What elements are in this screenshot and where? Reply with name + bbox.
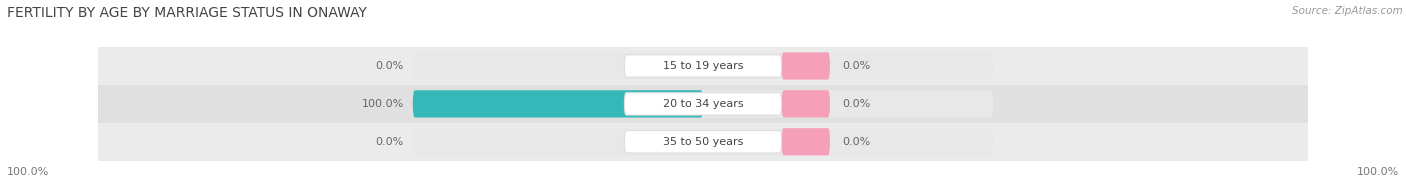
Text: 0.0%: 0.0% [842,61,870,71]
Text: 0.0%: 0.0% [375,137,404,147]
FancyBboxPatch shape [782,128,830,155]
Text: 100.0%: 100.0% [361,99,404,109]
FancyBboxPatch shape [413,90,703,118]
Text: 15 to 19 years: 15 to 19 years [662,61,744,71]
FancyBboxPatch shape [782,52,830,80]
Text: 0.0%: 0.0% [842,137,870,147]
FancyBboxPatch shape [413,90,993,118]
Text: 100.0%: 100.0% [1357,167,1399,178]
Text: FERTILITY BY AGE BY MARRIAGE STATUS IN ONAWAY: FERTILITY BY AGE BY MARRIAGE STATUS IN O… [7,6,367,20]
Text: 0.0%: 0.0% [842,99,870,109]
FancyBboxPatch shape [782,90,830,118]
FancyBboxPatch shape [624,93,782,115]
FancyBboxPatch shape [624,131,782,153]
FancyBboxPatch shape [413,128,993,155]
Bar [98,85,1308,123]
Text: Source: ZipAtlas.com: Source: ZipAtlas.com [1292,6,1403,16]
Text: 20 to 34 years: 20 to 34 years [662,99,744,109]
Text: 100.0%: 100.0% [7,167,49,178]
Bar [98,47,1308,85]
FancyBboxPatch shape [413,52,993,80]
Text: 35 to 50 years: 35 to 50 years [662,137,744,147]
Bar [98,123,1308,161]
Text: 0.0%: 0.0% [375,61,404,71]
FancyBboxPatch shape [624,55,782,77]
